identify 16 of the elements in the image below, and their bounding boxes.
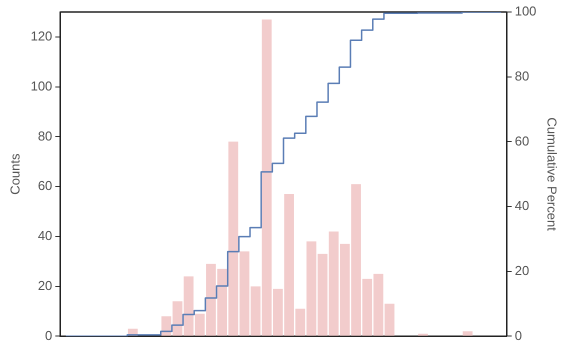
y-axis-title: Counts [7,153,22,195]
y-tick-label: 80 [38,128,52,144]
y-tick-label: 20 [38,278,52,293]
y2-tick-label: 100 [514,4,536,19]
y-tick-label: 0 [45,328,52,343]
y2-tick-label: 80 [514,68,530,84]
y2-tick-label: 20 [514,262,530,278]
y2-tick-label: 60 [514,133,530,148]
y2-tick-label: 40 [514,198,530,214]
bar [462,331,473,336]
y-tick-label: 40 [38,228,52,244]
y-tick-label: 120 [30,28,52,44]
y2-tick-label: 0 [514,328,522,343]
y-tick-label: 60 [38,178,52,194]
y2-axis-title: Cumulative Percent [544,117,560,232]
y-tick-label: 100 [30,78,52,94]
